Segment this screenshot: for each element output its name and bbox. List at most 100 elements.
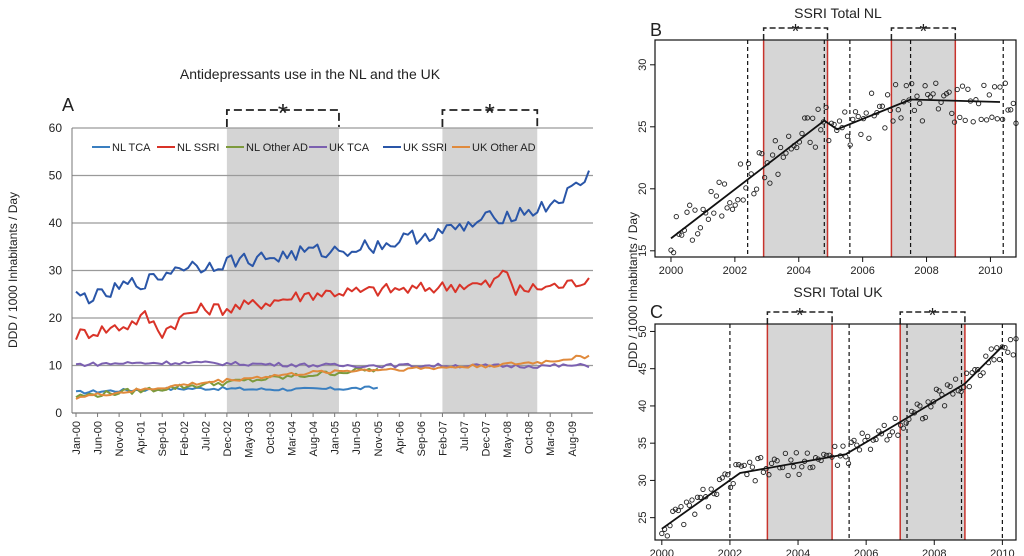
data-point	[856, 114, 860, 118]
x-tick-label: Jul-02	[200, 421, 212, 451]
data-point	[896, 433, 900, 437]
data-point	[714, 194, 718, 198]
data-point	[687, 503, 691, 507]
plot-frame	[655, 40, 1016, 257]
x-tick-label: Jan-00	[71, 421, 83, 455]
data-point	[698, 226, 702, 230]
data-point	[665, 534, 669, 538]
data-point	[722, 182, 726, 186]
data-point	[733, 203, 737, 207]
y-tick-label: 40	[49, 216, 63, 230]
legend-entry: UK TCA	[329, 142, 370, 154]
data-point	[682, 522, 686, 526]
x-tick-label: Feb-07	[437, 421, 449, 456]
data-point	[685, 210, 689, 214]
x-tick-label: Apr-06	[394, 421, 406, 454]
data-point	[841, 444, 845, 448]
x-tick-label: Jun-05	[351, 421, 363, 455]
figure: Antidepressants use in the NL and the UK…	[0, 0, 1024, 556]
data-point	[883, 126, 887, 130]
x-tick-label: May-08	[502, 421, 514, 458]
data-point	[885, 93, 889, 97]
data-point	[998, 85, 1002, 89]
data-point	[978, 373, 982, 377]
panel-a-y-ticks: 0 10 20 30 40 50 60	[49, 121, 63, 420]
data-point	[890, 430, 894, 434]
data-point	[701, 487, 705, 491]
data-point	[730, 207, 734, 211]
data-point	[835, 463, 839, 467]
data-point	[720, 214, 724, 218]
x-tick-label: 2004	[787, 265, 811, 277]
shaded-period	[764, 40, 828, 257]
panel-a-label: A	[62, 95, 74, 115]
data-point	[967, 384, 971, 388]
data-point	[753, 479, 757, 483]
data-point	[1011, 101, 1015, 105]
data-point	[853, 110, 857, 114]
data-point	[867, 136, 871, 140]
data-point	[868, 447, 872, 451]
data-point	[880, 104, 884, 108]
y-tick-label: 30	[637, 474, 649, 486]
x-tick-label: Feb-02	[179, 421, 191, 456]
panel-b: SSRI Total NL B * *2000 2002 2004 2006 2008 20…	[637, 5, 1018, 277]
x-tick-label: Aug-04	[308, 421, 320, 456]
data-point	[963, 118, 967, 122]
data-point	[992, 358, 996, 362]
data-point	[982, 83, 986, 87]
data-point	[843, 110, 847, 114]
data-point	[1011, 353, 1015, 357]
y-tick-label: 50	[49, 169, 63, 183]
data-point	[728, 201, 732, 205]
data-point	[725, 206, 729, 210]
data-point	[696, 232, 700, 236]
panel-b-title: SSRI Total NL	[794, 5, 882, 21]
data-point	[893, 416, 897, 420]
data-point	[1009, 108, 1013, 112]
data-point	[756, 456, 760, 460]
data-point	[741, 198, 745, 202]
data-point	[990, 115, 994, 119]
data-point	[750, 465, 754, 469]
x-tick-label: 2010	[978, 265, 1002, 277]
panel-b-label: B	[650, 20, 662, 40]
data-point	[992, 85, 996, 89]
panel-a-significance-brackets: * *	[227, 98, 537, 128]
panel-c-plot: * *2000 2002 2004 2006 2008 2010253035404550	[637, 305, 1018, 556]
significance-star: *	[278, 98, 288, 128]
x-tick-label: 2002	[723, 265, 747, 277]
x-tick-label: Oct-08	[524, 421, 536, 454]
y-tick-label: 40	[637, 400, 649, 412]
x-tick-label: Jun-00	[93, 421, 105, 455]
legend-entry: UK SSRI	[403, 142, 447, 154]
y-tick-label: 25	[637, 512, 649, 524]
x-tick-label: Nov-05	[373, 421, 385, 456]
legend-entry: NL Other AD	[246, 142, 308, 154]
legend-entry: UK Other AD	[472, 142, 536, 154]
data-point	[680, 233, 684, 237]
data-point	[731, 481, 735, 485]
x-tick-label: 2000	[650, 548, 674, 556]
data-point	[690, 498, 694, 502]
data-point	[864, 111, 868, 115]
data-point	[698, 495, 702, 499]
x-tick-label: May-03	[243, 421, 255, 458]
data-point	[693, 208, 697, 212]
x-tick-label: 2008	[922, 548, 946, 556]
y-tick-label: 0	[55, 406, 62, 420]
x-tick-label: 2006	[854, 548, 878, 556]
x-tick-label: 2008	[914, 265, 938, 277]
x-tick-label: 2006	[850, 265, 874, 277]
data-point	[869, 91, 873, 95]
y-tick-label: 25	[637, 121, 649, 133]
data-point	[660, 531, 664, 535]
data-point	[726, 473, 730, 477]
y-tick-label: 10	[49, 359, 63, 373]
data-point	[671, 250, 675, 254]
data-point	[679, 504, 683, 508]
x-tick-label: Jul-07	[459, 421, 471, 451]
x-tick-label: Mar-09	[545, 421, 557, 456]
shaded-period	[891, 40, 955, 257]
data-point	[833, 444, 837, 448]
